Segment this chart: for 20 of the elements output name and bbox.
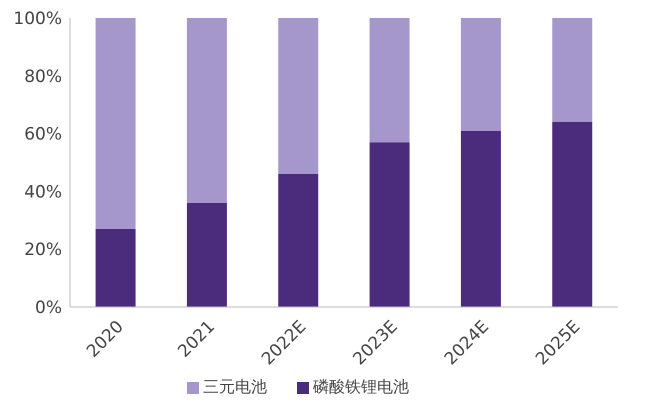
bar (370, 142, 410, 307)
bar (552, 18, 592, 122)
y-tick-label: 60% (24, 124, 62, 145)
y-tick-label: 0% (35, 298, 62, 318)
bar (460, 18, 501, 131)
legend-label: 磷酸铁锂电池 (313, 377, 409, 396)
y-tick-label: 40% (24, 182, 62, 202)
bar (552, 122, 592, 307)
y-tick-label: 80% (24, 66, 62, 87)
y-tick-label: 20% (24, 240, 62, 260)
bar (278, 174, 318, 307)
bar (460, 130, 501, 307)
bar (186, 18, 227, 203)
bar (96, 18, 136, 229)
y-tick-label: 100% (13, 9, 62, 30)
bar (186, 202, 227, 307)
bar (370, 18, 410, 142)
legend-label: 三元电池 (203, 377, 267, 396)
bar (278, 18, 318, 174)
bar (96, 228, 136, 307)
